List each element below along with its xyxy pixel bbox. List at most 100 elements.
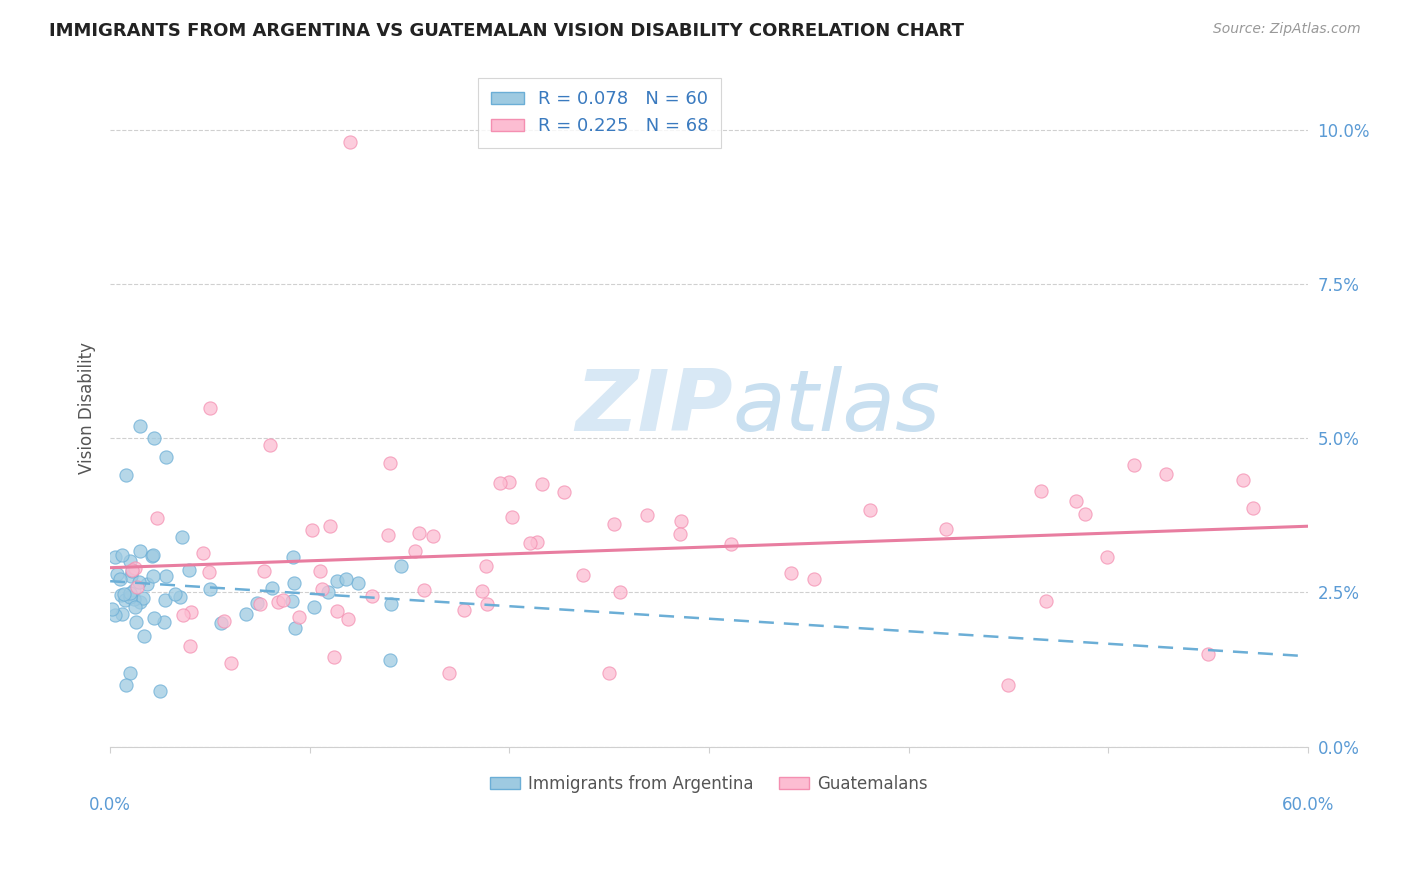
Point xyxy=(155,569,177,583)
Point xyxy=(284,621,307,635)
Point xyxy=(389,559,412,574)
Point xyxy=(360,590,382,604)
Point xyxy=(143,431,166,445)
Point xyxy=(108,572,131,586)
Point xyxy=(337,611,360,625)
Point xyxy=(132,629,155,643)
Point xyxy=(377,528,399,542)
Point xyxy=(246,596,269,610)
Point xyxy=(489,476,512,491)
Point xyxy=(378,653,401,667)
Point xyxy=(720,537,742,551)
Point xyxy=(115,678,138,692)
Point xyxy=(1035,594,1057,608)
Point xyxy=(283,575,305,590)
Point xyxy=(172,607,194,622)
Point xyxy=(177,564,200,578)
Point xyxy=(271,592,294,607)
Point xyxy=(125,615,148,629)
Point xyxy=(191,546,214,560)
Point xyxy=(118,586,141,600)
Point xyxy=(110,588,132,602)
Point xyxy=(198,401,221,415)
Point xyxy=(124,600,146,615)
Point xyxy=(169,591,191,605)
Point xyxy=(404,544,426,558)
Point xyxy=(335,572,357,586)
Point xyxy=(120,591,142,605)
Point xyxy=(301,523,323,537)
Point xyxy=(121,564,143,578)
Point xyxy=(553,485,575,500)
Point xyxy=(112,587,135,601)
Point xyxy=(212,614,235,628)
Point xyxy=(471,583,494,598)
Point xyxy=(281,550,304,565)
Point xyxy=(422,529,444,543)
Point xyxy=(859,503,882,517)
Point xyxy=(120,569,142,583)
Point xyxy=(259,437,281,451)
Point xyxy=(288,610,311,624)
Text: ZIP: ZIP xyxy=(575,366,733,449)
Point xyxy=(180,605,202,619)
Point xyxy=(1156,467,1178,481)
Point xyxy=(437,666,460,681)
Point xyxy=(475,597,498,611)
Point xyxy=(636,508,658,522)
Point xyxy=(325,603,347,617)
Y-axis label: Vision Disability: Vision Disability xyxy=(79,342,96,474)
Point xyxy=(453,603,475,617)
Point xyxy=(129,419,152,434)
Point xyxy=(124,582,146,597)
Point xyxy=(325,574,347,588)
Point xyxy=(120,665,142,680)
Point xyxy=(603,517,626,532)
Point xyxy=(200,582,222,596)
Point xyxy=(105,567,128,582)
Point xyxy=(935,522,957,536)
Point xyxy=(128,575,150,590)
Point xyxy=(598,665,620,680)
Point xyxy=(155,450,177,464)
Point xyxy=(115,468,138,483)
Point xyxy=(111,607,134,622)
Point xyxy=(1123,458,1146,472)
Point xyxy=(141,549,163,563)
Point xyxy=(104,608,127,623)
Point xyxy=(1232,473,1254,487)
Point xyxy=(380,597,402,611)
Point xyxy=(122,592,145,607)
Point xyxy=(412,582,434,597)
Point xyxy=(530,476,553,491)
Point xyxy=(609,585,631,599)
Point xyxy=(142,549,165,563)
Text: 0.0%: 0.0% xyxy=(89,796,131,814)
Point xyxy=(526,535,548,549)
Point xyxy=(179,639,201,653)
Point xyxy=(1241,500,1264,515)
Point xyxy=(219,656,242,670)
Point xyxy=(322,649,344,664)
Point xyxy=(267,594,290,608)
Point xyxy=(104,549,127,564)
Point xyxy=(319,519,342,533)
Point xyxy=(209,615,232,630)
Point xyxy=(260,581,283,595)
Point xyxy=(135,577,157,591)
Text: 60.0%: 60.0% xyxy=(1281,796,1334,814)
Point xyxy=(143,611,166,625)
Point xyxy=(124,561,146,575)
Point xyxy=(668,527,690,541)
Point xyxy=(172,530,194,544)
Point xyxy=(498,475,520,489)
Point xyxy=(149,684,172,698)
Point xyxy=(1197,647,1219,661)
Point xyxy=(142,569,165,583)
Point xyxy=(304,599,326,614)
Point xyxy=(101,602,124,616)
Point xyxy=(339,136,361,150)
Point xyxy=(132,591,155,605)
Point xyxy=(235,607,257,621)
Point xyxy=(309,564,332,578)
